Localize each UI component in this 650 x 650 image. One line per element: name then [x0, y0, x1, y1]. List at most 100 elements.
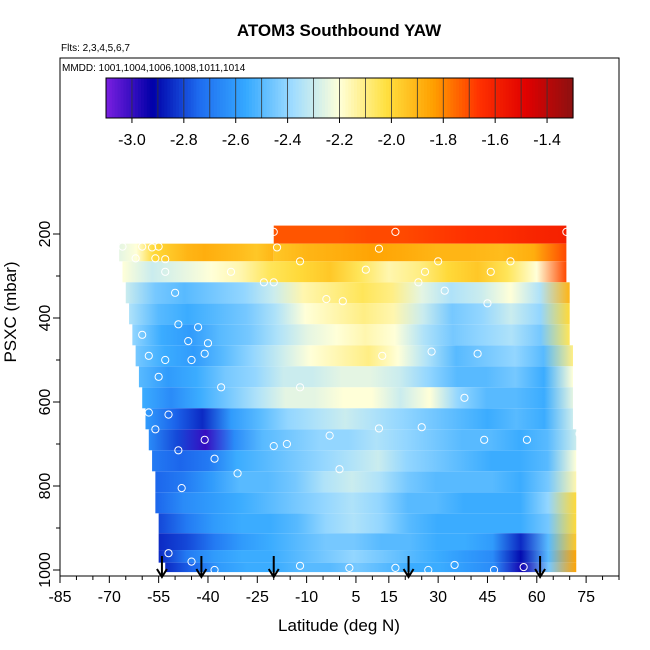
colorbar-segment — [546, 78, 551, 118]
colorbar-segment — [537, 78, 542, 118]
colorbar-segment — [397, 78, 402, 118]
data-point — [519, 562, 528, 572]
data-point — [325, 431, 334, 440]
colorbar-segment — [269, 78, 273, 118]
colorbar-segment — [272, 78, 276, 118]
heatmap-band — [152, 450, 577, 472]
colorbar-segment — [234, 78, 238, 118]
colorbar-segment — [380, 78, 384, 118]
data-point — [138, 330, 147, 339]
data-point — [575, 429, 584, 439]
heatmap-band — [273, 225, 567, 244]
colorbar-segment — [549, 78, 554, 118]
data-point — [259, 278, 268, 287]
colorbar-tick-label: -1.4 — [533, 132, 561, 149]
colorbar-segment — [167, 78, 171, 118]
colorbar-segment — [196, 78, 200, 118]
colorbar-tick-label: -2.8 — [170, 132, 198, 149]
colorbar-segment — [336, 78, 341, 118]
colorbar-segment — [141, 78, 145, 118]
heatmap-band — [122, 261, 567, 283]
colorbar-segment — [517, 78, 522, 118]
data-point — [118, 242, 127, 251]
data-point — [210, 454, 219, 463]
colorbar-segment — [357, 78, 361, 118]
colorbar-segment — [321, 78, 326, 118]
colorbar-segment — [178, 78, 183, 118]
x-axis-label: Latitude (deg N) — [278, 616, 400, 635]
colorbar-segment — [432, 78, 437, 118]
colorbar-segment — [216, 78, 221, 118]
colorbar-segment — [459, 78, 463, 118]
heatmap-band — [138, 366, 573, 388]
data-point — [203, 339, 213, 348]
colorbar-segment — [494, 78, 498, 118]
colorbar-segment — [555, 78, 560, 118]
data-point — [483, 299, 492, 308]
colorbar-segment — [535, 78, 539, 118]
colorbar-segment — [418, 78, 422, 118]
colorbar-segment — [351, 78, 355, 118]
colorbar-segment — [374, 78, 379, 118]
colorbar-segment — [319, 78, 323, 118]
colorbar-segment — [225, 78, 230, 118]
colorbar-segment — [488, 78, 492, 118]
data-point — [184, 337, 193, 346]
colorbar-segment — [377, 78, 381, 118]
x-tick-label: -40 — [196, 589, 219, 606]
y-axis-label: PSXC (mbar) — [1, 261, 20, 362]
data-point — [427, 347, 436, 356]
colorbar-segment — [257, 78, 262, 118]
heatmap-band — [155, 471, 577, 493]
colorbar-segment — [219, 78, 224, 118]
data-point — [187, 355, 196, 365]
colorbar-segment — [362, 78, 367, 118]
x-tick-label: 5 — [351, 589, 360, 606]
colorbar-segment — [394, 78, 399, 118]
data-point — [233, 469, 242, 478]
data-point — [374, 424, 384, 433]
colorbar-segment — [281, 78, 285, 118]
colorbar-segment — [260, 78, 265, 118]
colorbar-segment — [406, 78, 411, 118]
colorbar: -3.0 -2.8 -2.6 -2.4 -2.2 -2.0 -1.8 -1.6 -1.4 — [105, 77, 574, 149]
data-point — [161, 355, 170, 365]
colorbar-segment — [520, 78, 524, 118]
data-point — [374, 244, 384, 253]
colorbar-segment — [491, 78, 495, 118]
colorbar-segment — [240, 78, 244, 118]
data-point — [522, 435, 532, 444]
colorbar-segment — [170, 78, 174, 118]
y-tick-label: 400 — [37, 305, 54, 332]
colorbar-segment — [505, 78, 510, 118]
x-tick-label: 45 — [479, 589, 497, 606]
colorbar-segment — [199, 78, 203, 118]
colorbar-segment — [263, 78, 268, 118]
colorbar-segment — [184, 78, 189, 118]
colorbar-segment — [447, 78, 452, 118]
flights-label: Flts: 2,3,4,5,6,7 — [61, 43, 130, 54]
data-point — [295, 257, 305, 266]
colorbar-segment — [187, 78, 192, 118]
colorbar-segment — [389, 78, 393, 118]
colorbar-segment — [392, 78, 396, 118]
colorbar-segment — [155, 78, 160, 118]
colorbar-segment — [211, 78, 215, 118]
x-tick-label: -70 — [98, 589, 121, 606]
data-point — [506, 257, 515, 266]
heatmap-band — [129, 303, 570, 325]
colorbar-segment — [497, 78, 501, 118]
colorbar-segment — [310, 78, 314, 118]
data-point — [414, 278, 423, 287]
profile-arrow — [534, 556, 546, 579]
data-point — [164, 549, 173, 558]
x-axis: -85 -70 -55 -40 -25 -10 5 15 30 45 60 75 — [48, 576, 620, 606]
data-point — [226, 267, 236, 276]
colorbar-segment — [111, 78, 116, 118]
data-point — [138, 544, 147, 554]
data-point — [295, 561, 305, 570]
colorbar-segment — [409, 78, 414, 118]
data-point — [272, 243, 282, 252]
colorbar-segment — [567, 78, 571, 118]
colorbar-segment — [152, 78, 157, 118]
